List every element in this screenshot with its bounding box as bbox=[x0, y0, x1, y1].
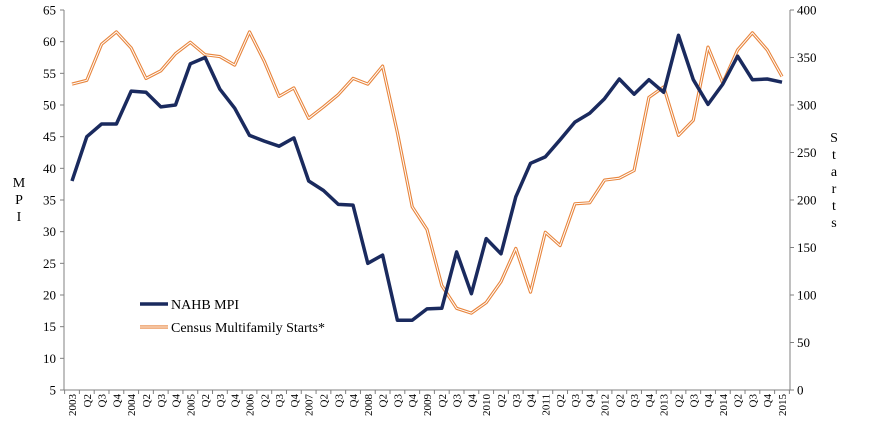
series-line-nahb-mpi bbox=[70, 33, 783, 323]
x-tick-label: Q2 bbox=[378, 394, 390, 407]
right-axis-title-letter: t bbox=[832, 199, 836, 214]
series-line-multifamily-starts-inner bbox=[71, 31, 783, 314]
right-y-tick-label: 250 bbox=[797, 145, 817, 160]
left-y-tick-label: 50 bbox=[43, 98, 56, 113]
x-tick-label: Q4 bbox=[703, 394, 715, 408]
series-layer bbox=[70, 30, 784, 323]
left-y-tick-label: 55 bbox=[43, 66, 56, 81]
x-tick-label: Q4 bbox=[466, 394, 478, 408]
x-tick-label: Q4 bbox=[407, 394, 419, 408]
x-tick-label: Q2 bbox=[614, 394, 626, 407]
left-y-tick-label: 60 bbox=[43, 34, 56, 49]
right-y-tick-label: 0 bbox=[797, 383, 804, 398]
left-y-tick-label: 45 bbox=[43, 129, 56, 144]
left-axis-title-letter: M bbox=[13, 176, 26, 191]
legend: NAHB MPI Census Multifamily Starts* bbox=[140, 298, 325, 336]
right-axis-title-letter: r bbox=[832, 182, 837, 197]
left-y-tick-label: 35 bbox=[43, 193, 56, 208]
x-tick-label: Q2 bbox=[496, 394, 508, 407]
x-tick-label: Q2 bbox=[733, 394, 745, 407]
x-tick-label: 2012 bbox=[600, 394, 612, 416]
x-tick-label: Q3 bbox=[156, 394, 168, 408]
x-tick-label: 2005 bbox=[185, 394, 197, 417]
right-y-tick-label: 300 bbox=[797, 98, 817, 113]
x-tick-label: Q4 bbox=[526, 394, 538, 408]
x-tick-label: Q3 bbox=[333, 394, 345, 408]
x-tick-label: Q3 bbox=[511, 394, 523, 408]
x-tick-label: Q2 bbox=[673, 394, 685, 407]
legend-item-nahb-mpi: NAHB MPI bbox=[140, 298, 239, 313]
x-tick-label: Q4 bbox=[289, 394, 301, 408]
series-line-multifamily-starts bbox=[71, 30, 784, 315]
x-tick-label: Q4 bbox=[348, 394, 360, 408]
right-y-tick-label: 150 bbox=[797, 240, 817, 255]
left-y-tick-label: 20 bbox=[43, 288, 56, 303]
right-y-tick-label: 200 bbox=[797, 193, 817, 208]
left-axis-title-letter: P bbox=[15, 193, 23, 208]
left-y-tick-label: 65 bbox=[43, 3, 56, 18]
left-y-tick-label: 30 bbox=[43, 224, 56, 239]
x-tick-label: Q2 bbox=[200, 394, 212, 407]
x-tick-label: Q4 bbox=[762, 394, 774, 408]
left-y-tick-label: 25 bbox=[43, 256, 56, 271]
x-tick-label: Q3 bbox=[629, 394, 641, 408]
right-axis-title-letter: S bbox=[830, 131, 838, 146]
x-tick-label: 2010 bbox=[481, 393, 493, 416]
x-tick-label: 2003 bbox=[67, 394, 79, 417]
left-y-tick-label: 5 bbox=[50, 383, 57, 398]
x-tick-label: Q2 bbox=[259, 394, 271, 407]
x-tick-label: 2008 bbox=[363, 394, 375, 417]
x-tick-label: Q3 bbox=[688, 394, 700, 408]
left-y-tick-label: 40 bbox=[43, 161, 56, 176]
x-tick-label: 2014 bbox=[718, 394, 730, 417]
x-tick-label: 2007 bbox=[304, 394, 316, 417]
x-tick-label: Q3 bbox=[215, 394, 227, 408]
left-y-tick-label: 10 bbox=[43, 351, 56, 366]
legend-label: Census Multifamily Starts* bbox=[171, 321, 325, 336]
x-tick-label: Q3 bbox=[97, 394, 109, 408]
legend-label: NAHB MPI bbox=[171, 298, 239, 313]
right-y-tick-label: 400 bbox=[797, 3, 817, 18]
x-tick-label: Q2 bbox=[437, 394, 449, 407]
x-tick-label: Q3 bbox=[452, 394, 464, 408]
x-tick-label: Q4 bbox=[171, 394, 183, 408]
x-tick-label: 2009 bbox=[422, 394, 434, 417]
x-tick-label: Q2 bbox=[555, 394, 567, 407]
x-tick-label: 2013 bbox=[659, 394, 671, 417]
x-tick-label: 2006 bbox=[245, 394, 257, 417]
x-tick-label: 2011 bbox=[540, 394, 552, 416]
x-tick-label: 2015 bbox=[777, 394, 789, 417]
x-tick-label: Q3 bbox=[274, 394, 286, 408]
right-axis-title-letter: s bbox=[831, 216, 836, 231]
x-tick-label: Q2 bbox=[318, 394, 330, 407]
right-y-tick-label: 350 bbox=[797, 50, 817, 65]
right-axis-title-letter: t bbox=[832, 148, 836, 163]
x-tick-label: Q4 bbox=[585, 394, 597, 408]
x-tick-label: Q4 bbox=[111, 394, 123, 408]
left-axis-title-letter: I bbox=[17, 210, 22, 225]
x-tick-label: Q3 bbox=[570, 394, 582, 408]
x-tick-label: Q2 bbox=[141, 394, 153, 407]
x-tick-label: Q3 bbox=[392, 394, 404, 408]
right-y-tick-label: 100 bbox=[797, 288, 817, 303]
x-tick-label: Q2 bbox=[82, 394, 94, 407]
x-tick-label: Q4 bbox=[644, 394, 656, 408]
legend-item-multifamily-starts: Census Multifamily Starts* bbox=[140, 321, 325, 336]
left-y-tick-label: 15 bbox=[43, 319, 56, 334]
right-axis-title-letter: a bbox=[831, 165, 838, 180]
x-tick-label: 2004 bbox=[126, 394, 138, 417]
right-y-tick-label: 50 bbox=[797, 335, 810, 350]
axes-layer: 5 10 15 20 25 30 35 40 45 50 55 60 65 0 50 100 150 200 250… bbox=[13, 3, 838, 417]
x-tick-label: Q4 bbox=[230, 394, 242, 408]
x-tick-label: Q3 bbox=[747, 394, 759, 408]
